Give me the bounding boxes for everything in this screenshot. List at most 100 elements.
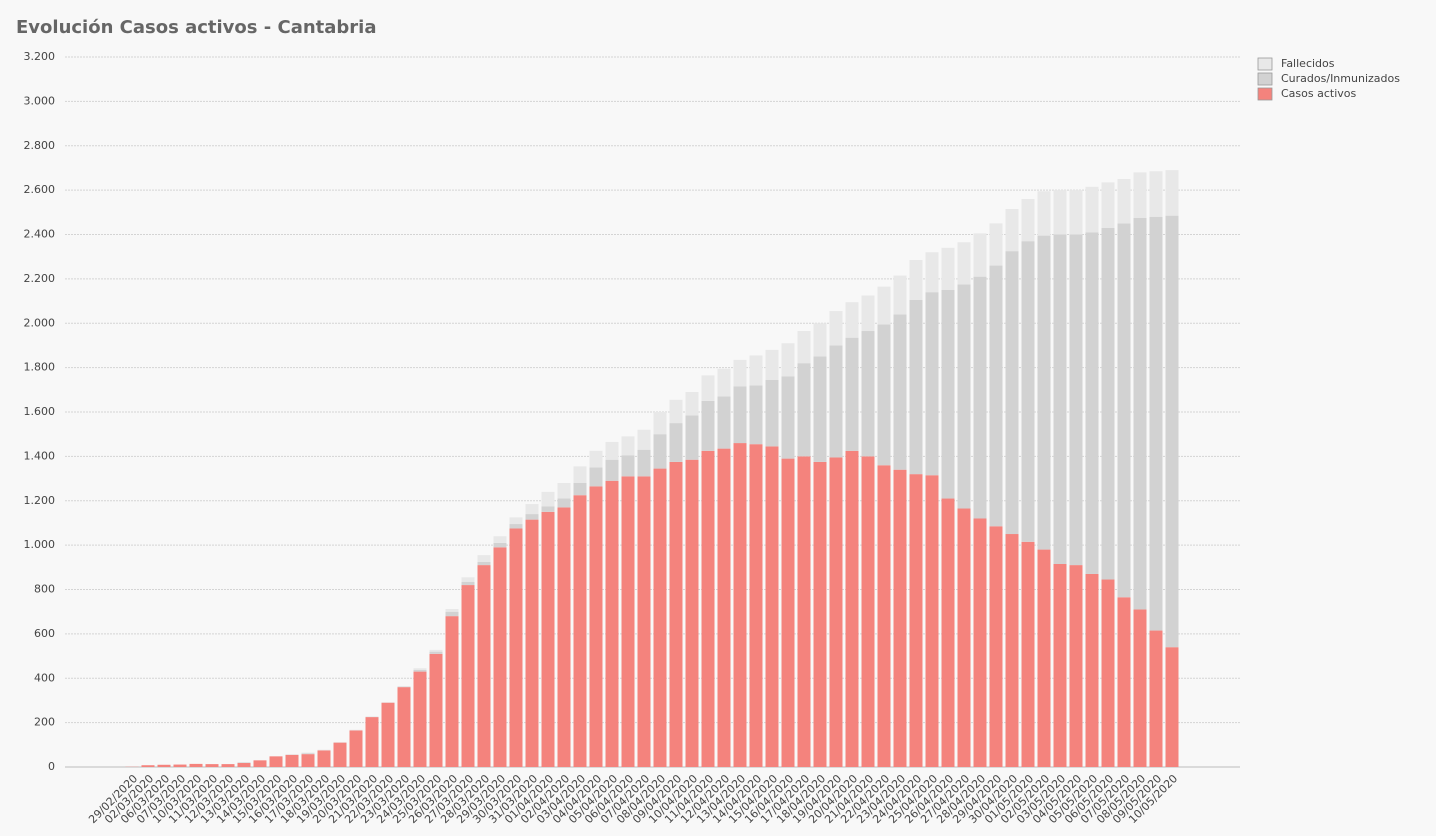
- bar-segment: [925, 252, 939, 293]
- bar-segment: [765, 379, 779, 447]
- bar-segment: [717, 448, 731, 767]
- bar-segment: [573, 495, 587, 767]
- bar-segment: [1069, 190, 1083, 235]
- bar-segment: [733, 443, 747, 767]
- bar-segment: [1053, 234, 1067, 564]
- bar-segment: [349, 729, 363, 731]
- bar-segment: [221, 764, 235, 767]
- bar-segment: [957, 242, 971, 285]
- bar-segment: [365, 716, 379, 718]
- bar-segment: [1021, 241, 1035, 542]
- y-tick-label: 200: [34, 716, 55, 729]
- legend-label: Fallecidos: [1281, 57, 1335, 70]
- y-tick-label: 400: [34, 671, 55, 684]
- bar-segment: [301, 752, 315, 754]
- bar-segment: [685, 415, 699, 460]
- bar-segment: [1053, 190, 1067, 235]
- bar-segment: [445, 616, 459, 767]
- bar-segment: [813, 323, 827, 357]
- legend-swatch: [1257, 57, 1273, 71]
- bar-segment: [141, 765, 155, 767]
- bar-segment: [397, 686, 411, 687]
- y-tick-label: 600: [34, 627, 55, 640]
- y-tick-label: 2.200: [24, 272, 56, 285]
- bar-segment: [413, 671, 427, 767]
- bar-segment: [845, 337, 859, 451]
- bar-segment: [1101, 227, 1115, 580]
- bar-segment: [397, 687, 411, 767]
- y-tick-label: 2.600: [24, 183, 56, 196]
- bar-segment: [493, 542, 507, 548]
- bar-segment: [637, 476, 651, 767]
- bar-segment: [429, 649, 443, 652]
- bar-segment: [557, 483, 571, 499]
- bar-segment: [477, 565, 491, 767]
- bar-segment: [765, 446, 779, 767]
- bar-segment: [877, 286, 891, 325]
- bar-segment: [205, 764, 219, 767]
- bar-segment: [509, 524, 523, 529]
- bar-segment: [333, 742, 347, 767]
- bar-segment: [1085, 232, 1099, 574]
- bar-segment: [1085, 186, 1099, 233]
- bar-segment: [829, 311, 843, 346]
- bar-segment: [653, 468, 667, 767]
- bar-segment: [525, 504, 539, 515]
- bar-segment: [541, 511, 555, 767]
- bar-segment: [637, 429, 651, 450]
- bar-segment: [461, 585, 475, 767]
- bar-segment: [909, 299, 923, 475]
- bar-segment: [989, 223, 1003, 266]
- bar-segment: [621, 436, 635, 456]
- y-tick-label: 3.000: [24, 94, 56, 107]
- bar-segment: [941, 289, 955, 499]
- bar-segment: [1101, 579, 1115, 767]
- bar-segment: [461, 581, 475, 586]
- bar-segment: [861, 331, 875, 457]
- bar-segment: [1005, 251, 1019, 535]
- bar-segment: [781, 458, 795, 767]
- bar-segment: [173, 764, 187, 767]
- bar-segment: [941, 247, 955, 290]
- y-tick-label: 800: [34, 583, 55, 596]
- bar-segment: [909, 474, 923, 767]
- y-tick-label: 1.000: [24, 538, 56, 551]
- bar-segment: [1149, 630, 1163, 767]
- bar-segment: [893, 469, 907, 767]
- bar-segment: [1117, 223, 1131, 598]
- bar-segment: [1069, 565, 1083, 767]
- bar-segment: [317, 749, 331, 751]
- bar-segment: [749, 385, 763, 445]
- bar-segment: [477, 561, 491, 566]
- bar-segment: [605, 480, 619, 767]
- bar-segment: [1149, 216, 1163, 631]
- legend-swatch: [1257, 72, 1273, 86]
- bar-segment: [893, 275, 907, 315]
- bar-segment: [1117, 597, 1131, 767]
- bar-segment: [925, 475, 939, 767]
- bar-segment: [445, 611, 459, 617]
- bar-segment: [813, 356, 827, 462]
- bar-segment: [717, 396, 731, 449]
- bar-segment: [653, 434, 667, 469]
- bar-segment: [861, 456, 875, 767]
- y-tick-label: 2.400: [24, 228, 56, 241]
- bar-segment: [189, 763, 203, 767]
- bar-segment: [493, 547, 507, 767]
- bar-segment: [701, 450, 715, 767]
- bar-segment: [541, 506, 555, 512]
- bar-segment: [301, 753, 315, 755]
- bar-segment: [493, 536, 507, 543]
- bar-segment: [285, 754, 299, 767]
- bar-segment: [525, 514, 539, 520]
- bar-segment: [669, 399, 683, 424]
- bar-segment: [1005, 208, 1019, 252]
- bar-segment: [797, 456, 811, 767]
- bar-segment: [349, 730, 363, 767]
- y-tick-label: 1.400: [24, 449, 56, 462]
- legend-label: Curados/Inmunizados: [1281, 72, 1400, 85]
- bar-segment: [765, 349, 779, 380]
- bar-segment: [269, 756, 283, 767]
- bar-segment: [797, 363, 811, 457]
